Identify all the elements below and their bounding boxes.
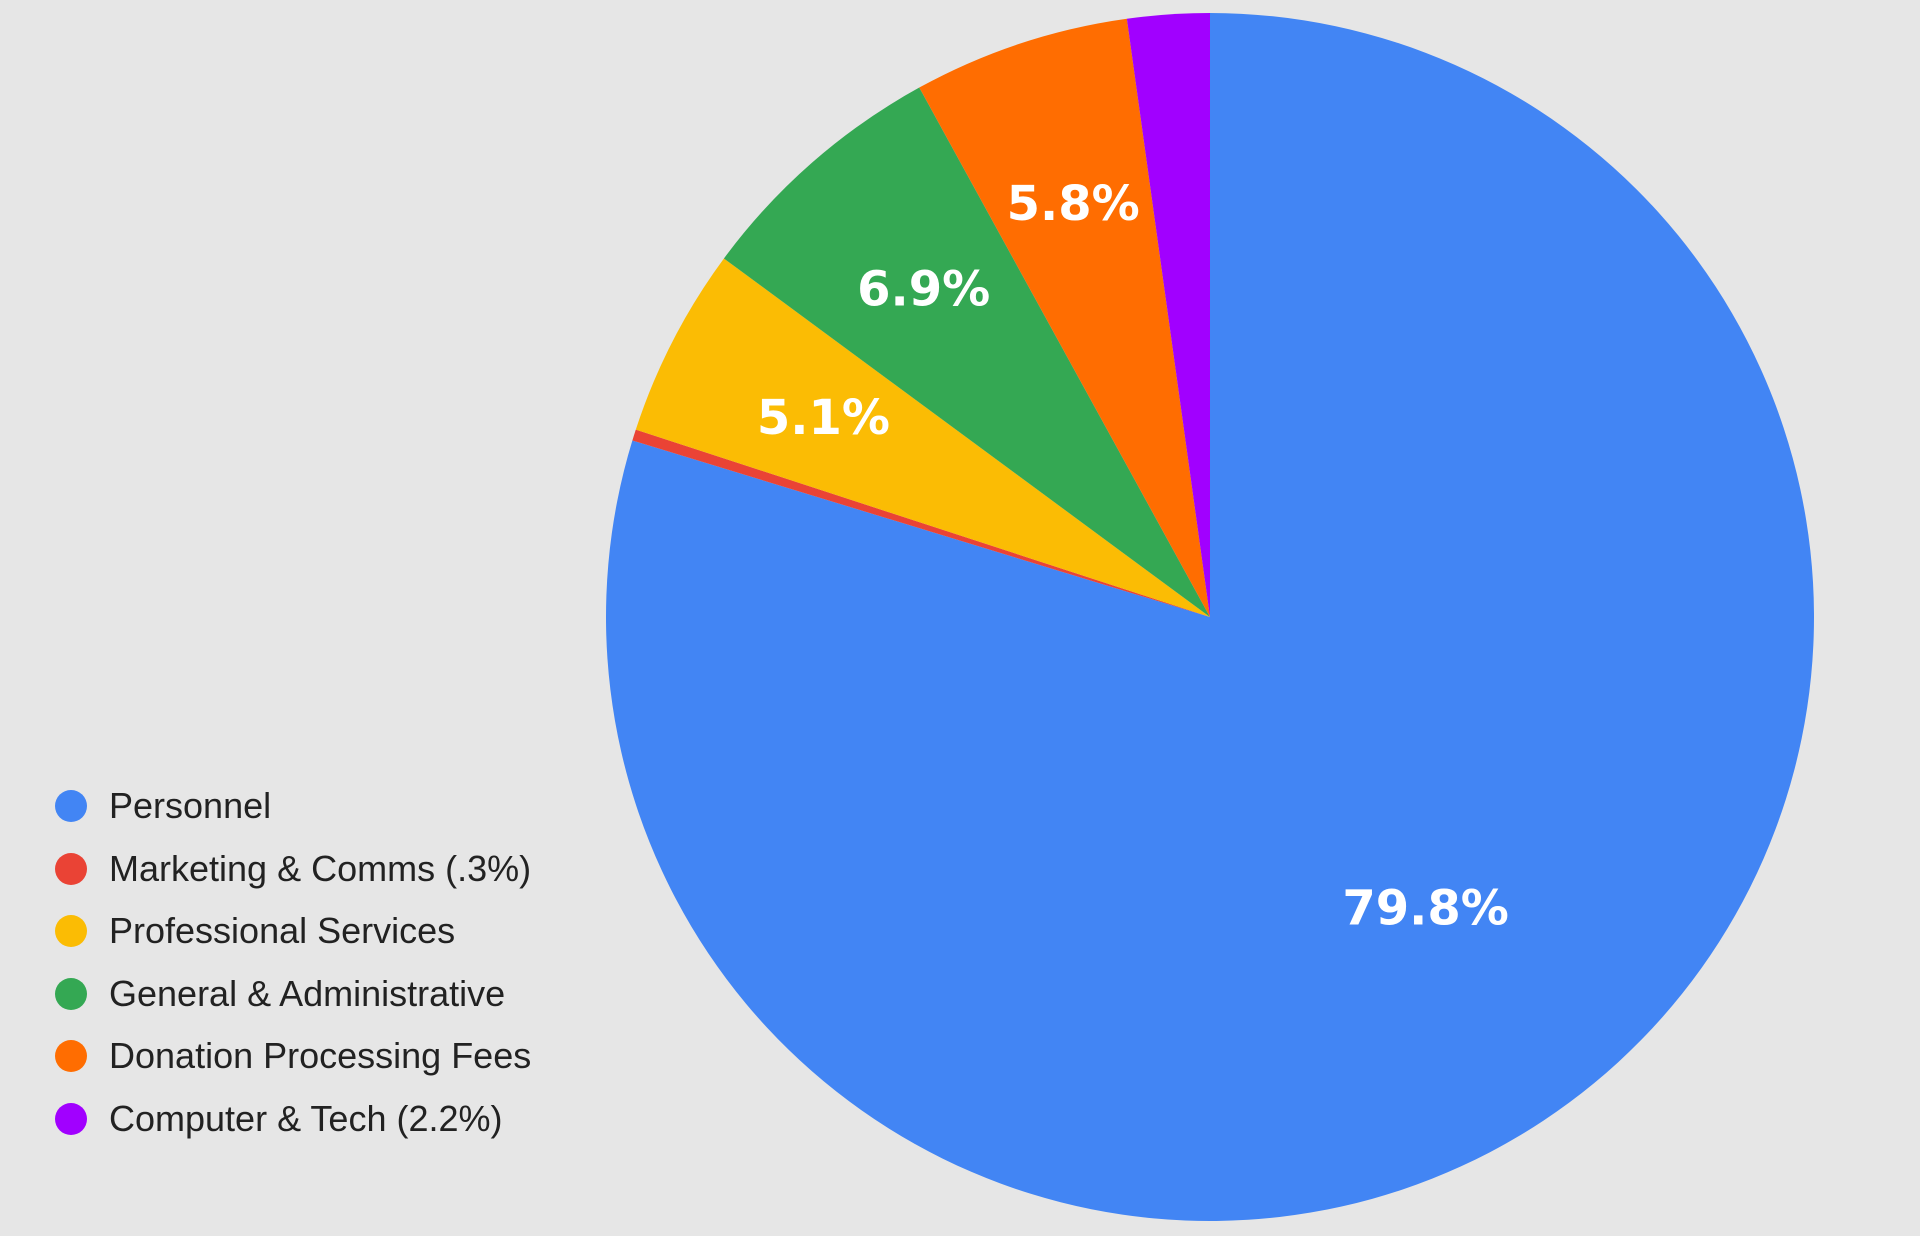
legend-item-computer-tech: Computer & Tech (2.2%) bbox=[55, 1088, 615, 1151]
pie-slice-professional-services bbox=[635, 258, 1210, 617]
slice-label-professional-services: 5.1% bbox=[757, 390, 890, 446]
pie-slice-donation-processing-fees bbox=[919, 18, 1210, 617]
legend-label-personnel: Personnel bbox=[109, 785, 272, 827]
pie-slice-marketing-comms bbox=[632, 429, 1210, 617]
legend-swatch-personnel bbox=[55, 790, 87, 823]
legend-label-computer-tech: Computer & Tech (2.2%) bbox=[109, 1097, 503, 1139]
legend-swatch-general-administrative bbox=[55, 977, 87, 1010]
slice-label-general-administrative: 6.9% bbox=[857, 262, 990, 318]
pie-slice-general-administrative bbox=[723, 87, 1210, 617]
pie-slice-personnel bbox=[606, 12, 1815, 1221]
legend-swatch-computer-tech bbox=[55, 1102, 87, 1135]
pie-slice-computer-tech bbox=[1126, 13, 1210, 617]
legend-item-general-administrative: General & Administrative bbox=[55, 963, 615, 1026]
legend-swatch-marketing-comms bbox=[55, 852, 87, 885]
slice-label-donation-processing-fees: 5.8% bbox=[1007, 176, 1140, 232]
legend-label-professional-services: Professional Services bbox=[109, 910, 456, 952]
chart-legend: Personnel Marketing & Comms (.3%) Profes… bbox=[55, 775, 615, 1150]
legend-item-personnel: Personnel bbox=[55, 775, 615, 838]
legend-swatch-professional-services bbox=[55, 915, 87, 948]
legend-item-marketing-comms: Marketing & Comms (.3%) bbox=[55, 838, 615, 901]
slice-label-personnel: 79.8% bbox=[1342, 880, 1509, 936]
legend-label-marketing-comms: Marketing & Comms (.3%) bbox=[109, 847, 532, 889]
legend-label-donation-processing-fees: Donation Processing Fees bbox=[109, 1035, 532, 1077]
legend-swatch-donation-processing-fees bbox=[55, 1040, 87, 1073]
legend-item-professional-services: Professional Services bbox=[55, 900, 615, 963]
legend-item-donation-processing-fees: Donation Processing Fees bbox=[55, 1025, 615, 1088]
legend-label-general-administrative: General & Administrative bbox=[109, 972, 506, 1014]
